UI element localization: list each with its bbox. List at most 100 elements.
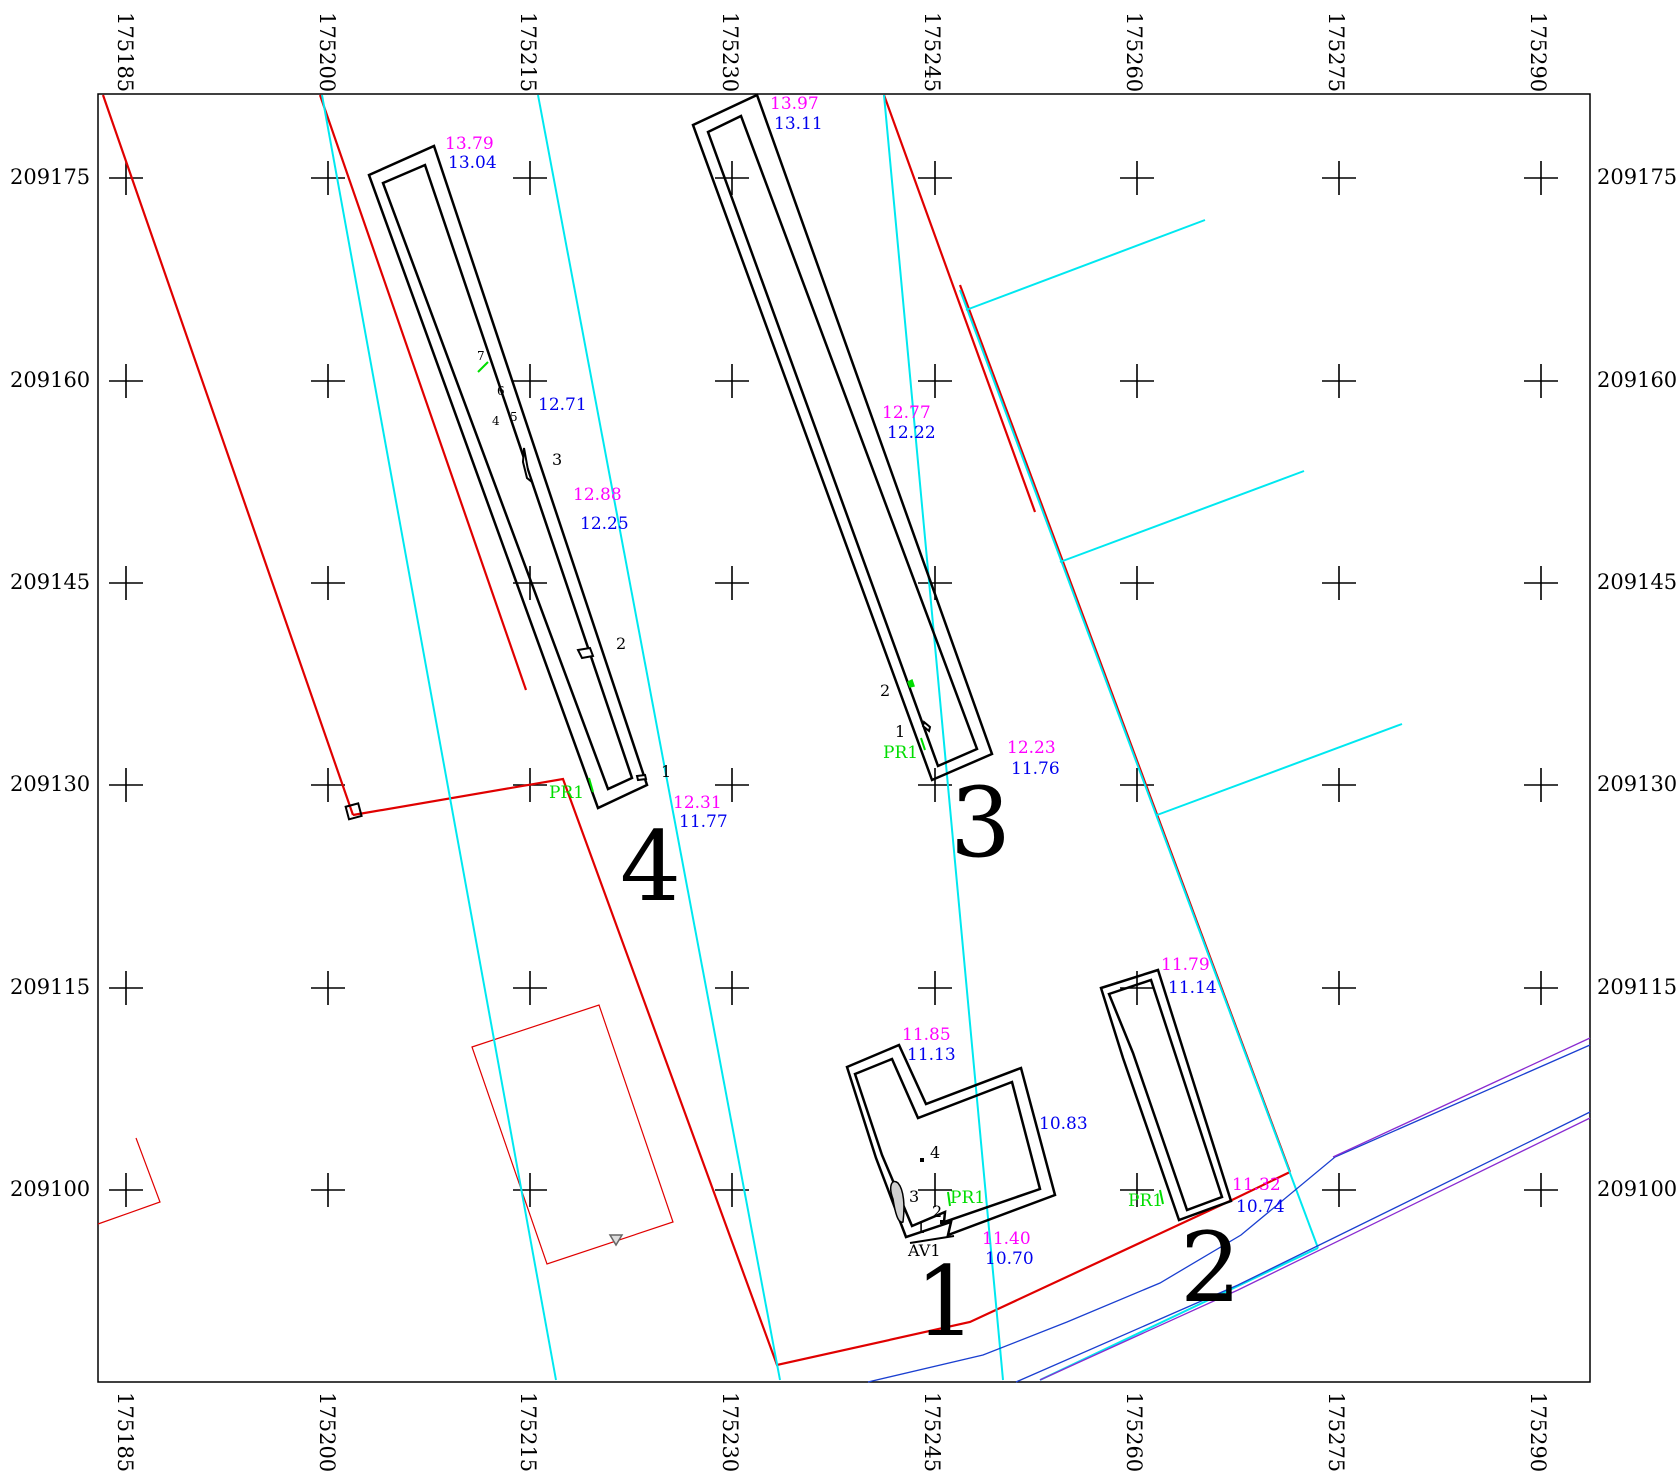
trench-2-profile-label: PR1 [1128,1191,1163,1211]
boundary-line-east [882,94,1037,513]
trench-4-feature-2-shape [576,646,595,660]
trench-1-number: 1 [915,1246,976,1358]
y-tick-right: 209130 [1597,772,1677,796]
cyan-line-2 [537,94,781,1381]
y-axis-right: 209175 209160 209145 209130 209115 20910… [1597,165,1677,1201]
trench-1-level-bottom-2: 10.83 [1039,1114,1088,1134]
trench-1-profile-label: PR1 [950,1188,985,1208]
grid-cross [311,566,345,600]
trench-4-feature-7-mark [477,361,489,373]
grid-cross [513,1173,547,1207]
y-axis-left: 209175 209160 209145 209130 209115 20910… [10,165,90,1201]
trench-1-level-bottom-3: 10.70 [985,1249,1034,1269]
y-tick-right: 209175 [1597,165,1677,189]
trench-1-feature-2-shape [940,1220,944,1224]
trench-2-level-top-2: 11.32 [1232,1175,1281,1195]
x-tick-bottom: 175290 [1526,1392,1550,1471]
trench-2-outer [1099,968,1233,1222]
x-axis-bottom: 175185 175200 175215 175230 175245 17526… [113,1392,1550,1471]
trench-3-level-bottom-3: 11.76 [1011,759,1060,779]
trench-2: 11.79 11.14 11.32 10.74 PR1 2 [1099,955,1285,1324]
trench-2-number: 2 [1180,1212,1241,1324]
trench-1-level-top-3: 11.40 [982,1229,1031,1249]
trench-3-outer [691,93,994,782]
trench-2-level-top-1: 11.79 [1161,955,1210,975]
grid-cross [311,1173,345,1207]
grid-cross [1322,364,1356,398]
grid-cross [1120,161,1154,195]
grid-cross [1322,768,1356,802]
grid-cross [109,971,143,1005]
y-tick-left: 209130 [10,772,90,796]
x-tick-top: 175275 [1324,12,1348,92]
grid-cross [1322,566,1356,600]
trench-3-profile-mark [920,737,926,751]
y-tick-right: 209145 [1597,570,1677,594]
x-tick-top: 175200 [315,12,339,92]
y-tick-right: 209160 [1597,368,1677,392]
x-tick-bottom: 175215 [516,1392,540,1471]
trench-4-feature-3: 3 [552,450,562,469]
x-axis-top: 175185 175200 175215 175230 175245 17526… [113,12,1550,92]
grid-cross [109,364,143,398]
grid-cross [109,566,143,600]
cyan-line-5 [965,219,1206,311]
grid-cross [311,161,345,195]
boundary-line-inner [318,94,528,691]
map-frame [97,93,1591,1383]
cyan-lines [321,94,1403,1381]
y-tick-left: 209100 [10,1177,90,1201]
trench-3-feature-1: 1 [895,722,905,741]
trench-4-level-bottom-3: 12.25 [580,514,629,534]
grid-cross [311,971,345,1005]
grid-cross [1120,364,1154,398]
triangle-marker [608,1234,624,1247]
x-tick-bottom: 175245 [920,1392,944,1471]
grid-cross [513,364,547,398]
blue-line-2 [1015,1111,1591,1383]
grid-cross [1322,161,1356,195]
trench-4-profile-mark [588,777,594,793]
trench-2-profile-mark [1159,1189,1164,1205]
trench-4-level-bottom-4: 11.77 [679,812,728,832]
grid-cross [513,566,547,600]
x-tick-bottom: 175230 [718,1392,742,1471]
trench-4-feature-2: 2 [616,634,626,653]
trench-4-feature-3-shape [521,447,535,485]
grid-cross [715,364,749,398]
trench-4-profile-label: PR1 [549,783,584,803]
boundary-marker [344,802,363,821]
grid-cross [918,971,952,1005]
red-plot-rectangle [471,1004,674,1265]
y-tick-right: 209100 [1597,1177,1677,1201]
grid-cross [1322,971,1356,1005]
cyan-line-8 [1039,1247,1319,1381]
y-tick-left: 209115 [10,975,90,999]
service-lines [867,1037,1591,1383]
boundary-line-south [352,777,1291,1367]
trench-3-feature-1-shape [921,720,932,733]
x-tick-bottom: 175200 [315,1392,339,1471]
trench-1-level-top-1: 11.85 [902,1025,951,1045]
purple-line-1 [1332,1037,1591,1158]
trench-4-level-bottom-1: 13.04 [448,153,497,173]
trench-1: 11.85 11.13 10.83 11.40 10.70 4 3 2 1 PR… [845,1025,1088,1358]
y-tick-right: 209115 [1597,975,1677,999]
trench-4-feature-5: 5 [510,410,518,424]
purple-line-2 [1039,1117,1591,1381]
trench-1-feature-4: 4 [930,1143,940,1162]
boundary-line-west [101,94,355,816]
trench-1-extra-label: AV1 [907,1241,941,1260]
cyan-line-6 [1059,470,1305,563]
grid-cross [109,161,143,195]
cyan-line-7 [1156,723,1403,816]
trench-1-inner [853,1057,1042,1228]
x-tick-top: 175230 [718,12,742,92]
grid-cross [1524,566,1558,600]
trench-2-level-bottom-2: 10.74 [1236,1197,1285,1217]
grid-cross [311,768,345,802]
red-corner-line [97,1137,161,1225]
trench-3-profile-label: PR1 [883,743,918,763]
trench-4-outer [367,144,649,810]
grid-cross [1120,1173,1154,1207]
